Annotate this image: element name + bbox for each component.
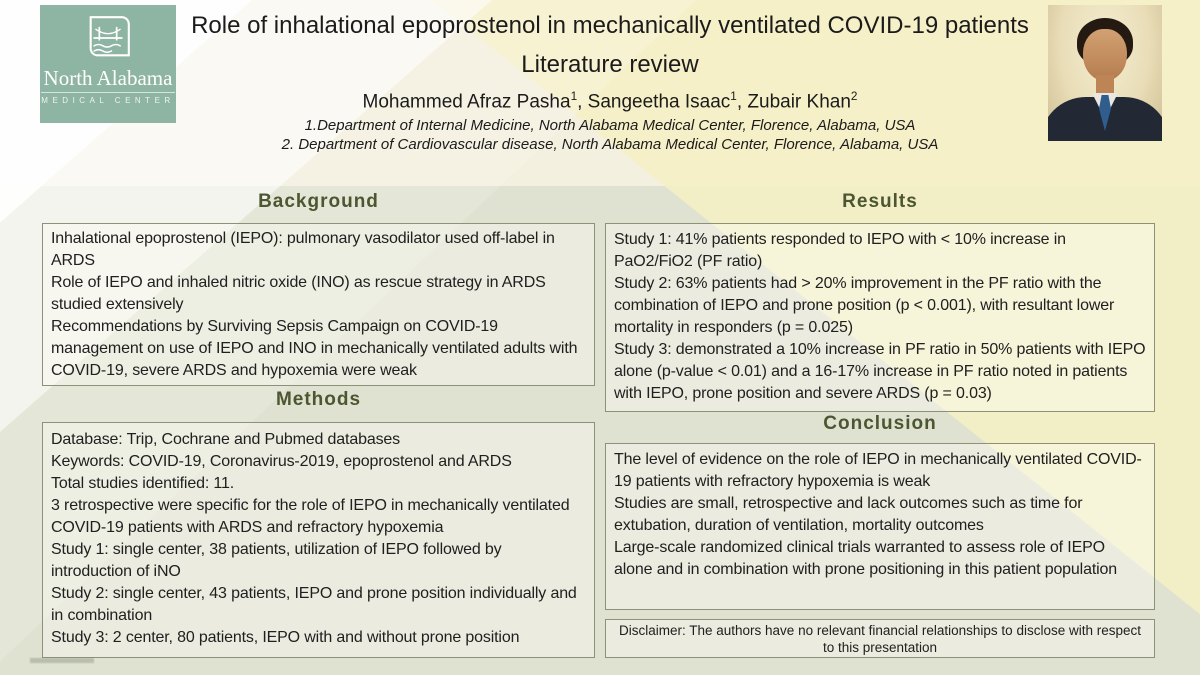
methods-content-box: Database: Trip, Cochrane and Pubmed data… (42, 422, 595, 658)
conclusion-content-box: The level of evidence on the role of IEP… (605, 443, 1155, 610)
text-statement: Database: Trip, Cochrane and Pubmed data… (51, 431, 401, 448)
portrait-face (1083, 29, 1127, 81)
section-heading-conclusion: Conclusion (823, 413, 937, 434)
author-headshot-photo (1048, 5, 1162, 141)
section-heading-background: Background (258, 191, 379, 212)
logo-org-name: North Alabama (43, 66, 173, 90)
text-statement: Total studies identified: 11. (51, 475, 235, 492)
text-statement: Inhalational epoprostenol (IEPO): pulmon… (51, 230, 555, 269)
authors-line: Mohammed Afraz Pasha1, Sangeetha Isaac1,… (180, 90, 1040, 113)
poster-title: Role of inhalational epoprostenol in mec… (191, 12, 1029, 39)
author-separator: , (577, 91, 588, 113)
logo-org-subtitle: MEDICAL CENTER (41, 92, 175, 105)
bridge-emblem-icon (82, 12, 134, 64)
text-statement: Recommendations by Surviving Sepsis Camp… (51, 318, 578, 379)
text-statement: Studies are small, retrospective and lac… (614, 495, 1083, 534)
footer-fineprint-illegible (30, 658, 94, 663)
disclaimer-box: Disclaimer: The authors have no relevant… (605, 619, 1155, 658)
poster-subtitle: Literature review (521, 51, 699, 78)
text-statement: Study 3: 2 center, 80 patients, IEPO wit… (51, 629, 520, 646)
author-affiliation-superscript: 2 (850, 90, 858, 103)
text-statement: Study 3: demonstrated a 10% increase in … (614, 341, 1146, 402)
text-statement: Keywords: COVID-19, Coronavirus-2019, ep… (51, 453, 512, 470)
author-separator: , (736, 91, 748, 113)
author-name: Zubair Khan (747, 91, 851, 113)
north-alabama-medical-center-logo: North Alabama MEDICAL CENTER (40, 5, 176, 123)
affiliation-1: 1.Department of Internal Medicine, North… (304, 117, 916, 135)
results-content-box: Study 1: 41% patients responded to IEPO … (605, 223, 1155, 412)
affiliation-2: 2. Department of Cardiovascular disease,… (281, 136, 939, 154)
disclaimer-text: Disclaimer: The authors have no relevant… (618, 622, 1141, 655)
text-statement: Large-scale randomized clinical trials w… (614, 539, 1118, 578)
text-statement: Study 2: 63% patients had > 20% improvem… (614, 275, 1115, 336)
author-name: Sangeetha Isaac (587, 91, 731, 113)
text-statement: 3 retrospective were specific for the ro… (51, 497, 570, 536)
text-statement: The level of evidence on the role of IEP… (614, 451, 1142, 490)
author-name: Mohammed Afraz Pasha (362, 91, 571, 113)
section-heading-methods: Methods (275, 389, 362, 410)
text-statement: Study 1: 41% patients responded to IEPO … (614, 231, 1066, 270)
section-heading-results: Results (842, 191, 918, 212)
text-statement: Study 1: single center, 38 patients, uti… (51, 541, 502, 580)
portrait-neck (1096, 75, 1114, 93)
text-statement: Role of IEPO and inhaled nitric oxide (I… (51, 274, 546, 313)
poster-header: Role of inhalational epoprostenol in mec… (180, 0, 1040, 153)
text-statement: Study 2: single center, 43 patients, IEP… (51, 585, 577, 624)
background-content-box: Inhalational epoprostenol (IEPO): pulmon… (42, 223, 595, 386)
